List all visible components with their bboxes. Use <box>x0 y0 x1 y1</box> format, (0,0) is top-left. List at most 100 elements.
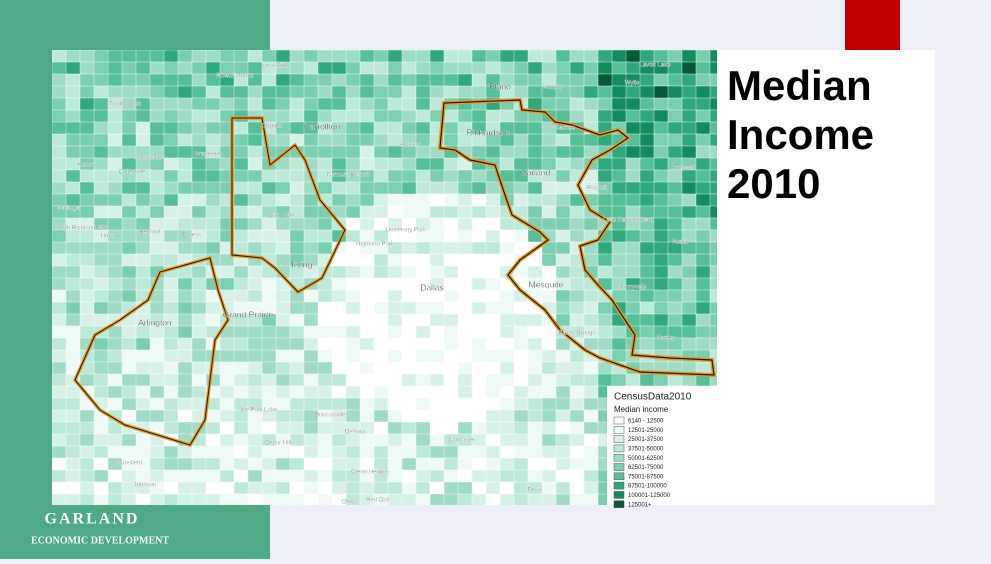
place-label: Cedar Hill <box>265 441 291 447</box>
tract <box>415 457 433 472</box>
tract <box>709 73 717 89</box>
tract <box>555 493 573 505</box>
city-boundary-line <box>74 117 346 446</box>
place-label: Las Colinas <box>269 213 300 219</box>
legend-label: 25001-37500 <box>628 437 664 443</box>
tract <box>709 133 717 152</box>
tract <box>513 421 531 436</box>
place-label: Colleyville <box>118 170 146 176</box>
legend-title: CensusData2010 <box>614 392 692 403</box>
tract <box>583 85 600 100</box>
place-label: DeSoto <box>345 430 366 436</box>
tract <box>709 289 717 305</box>
tract <box>359 289 376 304</box>
legend-label: 6140 - 12500 <box>628 419 664 425</box>
place-label: Watauga <box>56 206 80 212</box>
legend-swatch <box>613 444 625 453</box>
place-label: Murphy <box>543 85 563 91</box>
tract <box>709 145 717 162</box>
tract <box>429 493 446 505</box>
legend-label: 37501-50000 <box>628 446 664 452</box>
tract <box>443 73 461 88</box>
title-line: Median <box>727 62 872 109</box>
tract <box>541 61 558 76</box>
place-label: Grand Prairie <box>223 309 274 319</box>
tract <box>513 385 530 400</box>
place-label: Glenn Heights <box>351 470 389 476</box>
legend-swatch <box>613 500 625 508</box>
tract <box>303 73 320 88</box>
place-label: Johnson <box>134 483 157 489</box>
tract <box>163 469 180 484</box>
tract <box>653 73 670 88</box>
accent-square <box>845 0 900 52</box>
tract <box>387 337 404 352</box>
place-label: Richardson <box>467 127 510 137</box>
place-label: Coppell <box>262 124 282 130</box>
place-label: Plano <box>489 81 511 91</box>
place-label: Rockwall <box>671 166 695 172</box>
place-label: Flower Mound <box>216 74 254 80</box>
place-label: Dallas <box>420 282 444 292</box>
place-label: Lancaster <box>449 438 475 444</box>
tract <box>275 313 292 328</box>
tract <box>709 373 717 389</box>
place-label: Red Oak <box>366 498 391 504</box>
place-label: Sunnyvale <box>618 285 647 291</box>
legend-swatch <box>613 463 625 471</box>
tract <box>709 61 717 80</box>
place-label: Joe Pool Lake <box>239 408 278 414</box>
tract <box>639 373 657 388</box>
place-label: Duncanville <box>314 413 346 419</box>
legend-label: 100001-125000 <box>628 493 671 499</box>
tract <box>93 193 110 208</box>
title-line: 2010 <box>727 160 820 207</box>
tract <box>555 205 572 220</box>
tract <box>709 97 717 113</box>
place-label: North Richland Hills <box>56 226 109 232</box>
tract <box>709 217 717 234</box>
tract <box>541 205 559 221</box>
tract <box>387 253 405 268</box>
legend-label: 75001-87500 <box>628 474 664 480</box>
legend-swatch <box>613 453 625 462</box>
tract <box>359 277 376 292</box>
tract <box>569 493 586 505</box>
place-label: Wylie <box>625 81 640 87</box>
tract <box>373 61 390 76</box>
tract <box>709 313 717 329</box>
tract <box>457 313 474 328</box>
place-label: Mesquite <box>529 279 564 289</box>
tract <box>709 337 717 352</box>
tract <box>121 205 139 220</box>
place-label: Balch Springs <box>558 331 595 337</box>
place-label: Carrollton <box>304 121 341 131</box>
tract <box>401 181 418 196</box>
tract <box>471 325 489 340</box>
tract <box>709 169 717 186</box>
tract <box>317 457 334 472</box>
place-label: Sachse <box>555 126 576 132</box>
tract <box>709 301 717 317</box>
tract <box>345 265 362 280</box>
tract <box>177 73 194 88</box>
legend-label: 87501-100000 <box>628 484 667 490</box>
tract <box>583 493 600 505</box>
place-label: Rowlett <box>587 186 607 192</box>
place-label: Ovilla <box>341 500 357 506</box>
place-label: Garland <box>520 167 551 177</box>
place-label: Ferris <box>527 488 542 494</box>
legend-box <box>607 386 717 505</box>
tract <box>709 277 717 294</box>
tract <box>359 61 377 76</box>
legend-swatch <box>613 416 625 425</box>
place-labels: Flower Mound Lewisville Plano Murphy Wylie La… <box>56 62 696 506</box>
place-label: Lake Ray Hubbard <box>603 218 653 224</box>
place-label: Grapevine <box>194 152 222 158</box>
tract <box>555 157 572 172</box>
place-label: Lavon Lake <box>639 63 671 69</box>
place-label: Mansfield <box>116 461 142 467</box>
tract <box>709 109 717 124</box>
